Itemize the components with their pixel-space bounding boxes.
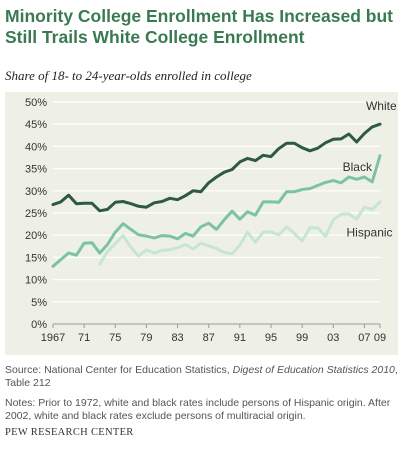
series-label-black: Black bbox=[343, 160, 373, 174]
series-lines bbox=[51, 122, 382, 268]
chart-subtitle: Share of 18- to 24-year-olds enrolled in… bbox=[5, 68, 252, 83]
source-publication: Digest of Education Statistics 2010 bbox=[232, 364, 395, 376]
x-tick-label: 09 bbox=[374, 332, 386, 344]
x-tick-label: 03 bbox=[327, 332, 339, 344]
series-line-black bbox=[51, 154, 382, 268]
y-tick-label: 50% bbox=[25, 97, 47, 109]
x-tick-label: 79 bbox=[140, 332, 152, 344]
x-axis-tick-labels: 1967 71 75 79 83 87 91 95 99 03 07 09 bbox=[41, 324, 386, 344]
line-chart: 0% 5% 10% 15% 20% 25% 30% 35% 40% 45% 50% 1967 71 75… bbox=[25, 97, 397, 344]
x-tick-label: 87 bbox=[203, 332, 215, 344]
gridlines bbox=[53, 101, 380, 325]
series-labels: White Black Hispanic bbox=[343, 99, 397, 240]
source-prefix: Source: National Center for Education St… bbox=[5, 364, 233, 376]
series-label-white: White bbox=[366, 99, 397, 113]
source-note: Source: National Center for Education St… bbox=[5, 364, 401, 390]
series-line-white bbox=[51, 122, 382, 213]
x-tick-label: 91 bbox=[234, 332, 246, 344]
x-tick-label: 1967 bbox=[41, 332, 65, 344]
y-tick-label: 45% bbox=[25, 119, 47, 131]
x-tick-label: 71 bbox=[78, 332, 90, 344]
y-tick-label: 0% bbox=[31, 319, 47, 331]
x-tick-label: 99 bbox=[296, 332, 308, 344]
y-tick-label: 10% bbox=[25, 275, 47, 287]
series-label-hispanic: Hispanic bbox=[347, 226, 393, 240]
chart-title: Minority College Enrollment Has Increase… bbox=[5, 6, 393, 47]
x-tick-label: 95 bbox=[265, 332, 277, 344]
x-tick-label: 83 bbox=[171, 332, 183, 344]
y-tick-label: 20% bbox=[25, 230, 47, 242]
credit-line: PEW RESEARCH CENTER bbox=[5, 427, 134, 438]
x-tick-label: 75 bbox=[109, 332, 121, 344]
y-tick-label: 25% bbox=[25, 208, 47, 220]
y-tick-label: 15% bbox=[25, 252, 47, 264]
y-tick-label: 40% bbox=[25, 141, 47, 153]
x-tick-label: 07 bbox=[358, 332, 370, 344]
y-axis-tick-labels: 0% 5% 10% 15% 20% 25% 30% 35% 40% 45% 50% bbox=[25, 97, 47, 331]
chart-notes: Notes: Prior to 1972, white and black ra… bbox=[5, 397, 391, 422]
source-suffix: , Table 212 bbox=[5, 364, 398, 389]
y-tick-label: 30% bbox=[25, 186, 47, 198]
y-tick-label: 5% bbox=[31, 297, 47, 309]
chart-panel: 0% 5% 10% 15% 20% 25% 30% 35% 40% 45% 50% 1967 71 75… bbox=[5, 92, 398, 355]
series-line-hispanic bbox=[98, 200, 382, 266]
y-tick-label: 35% bbox=[25, 164, 47, 176]
